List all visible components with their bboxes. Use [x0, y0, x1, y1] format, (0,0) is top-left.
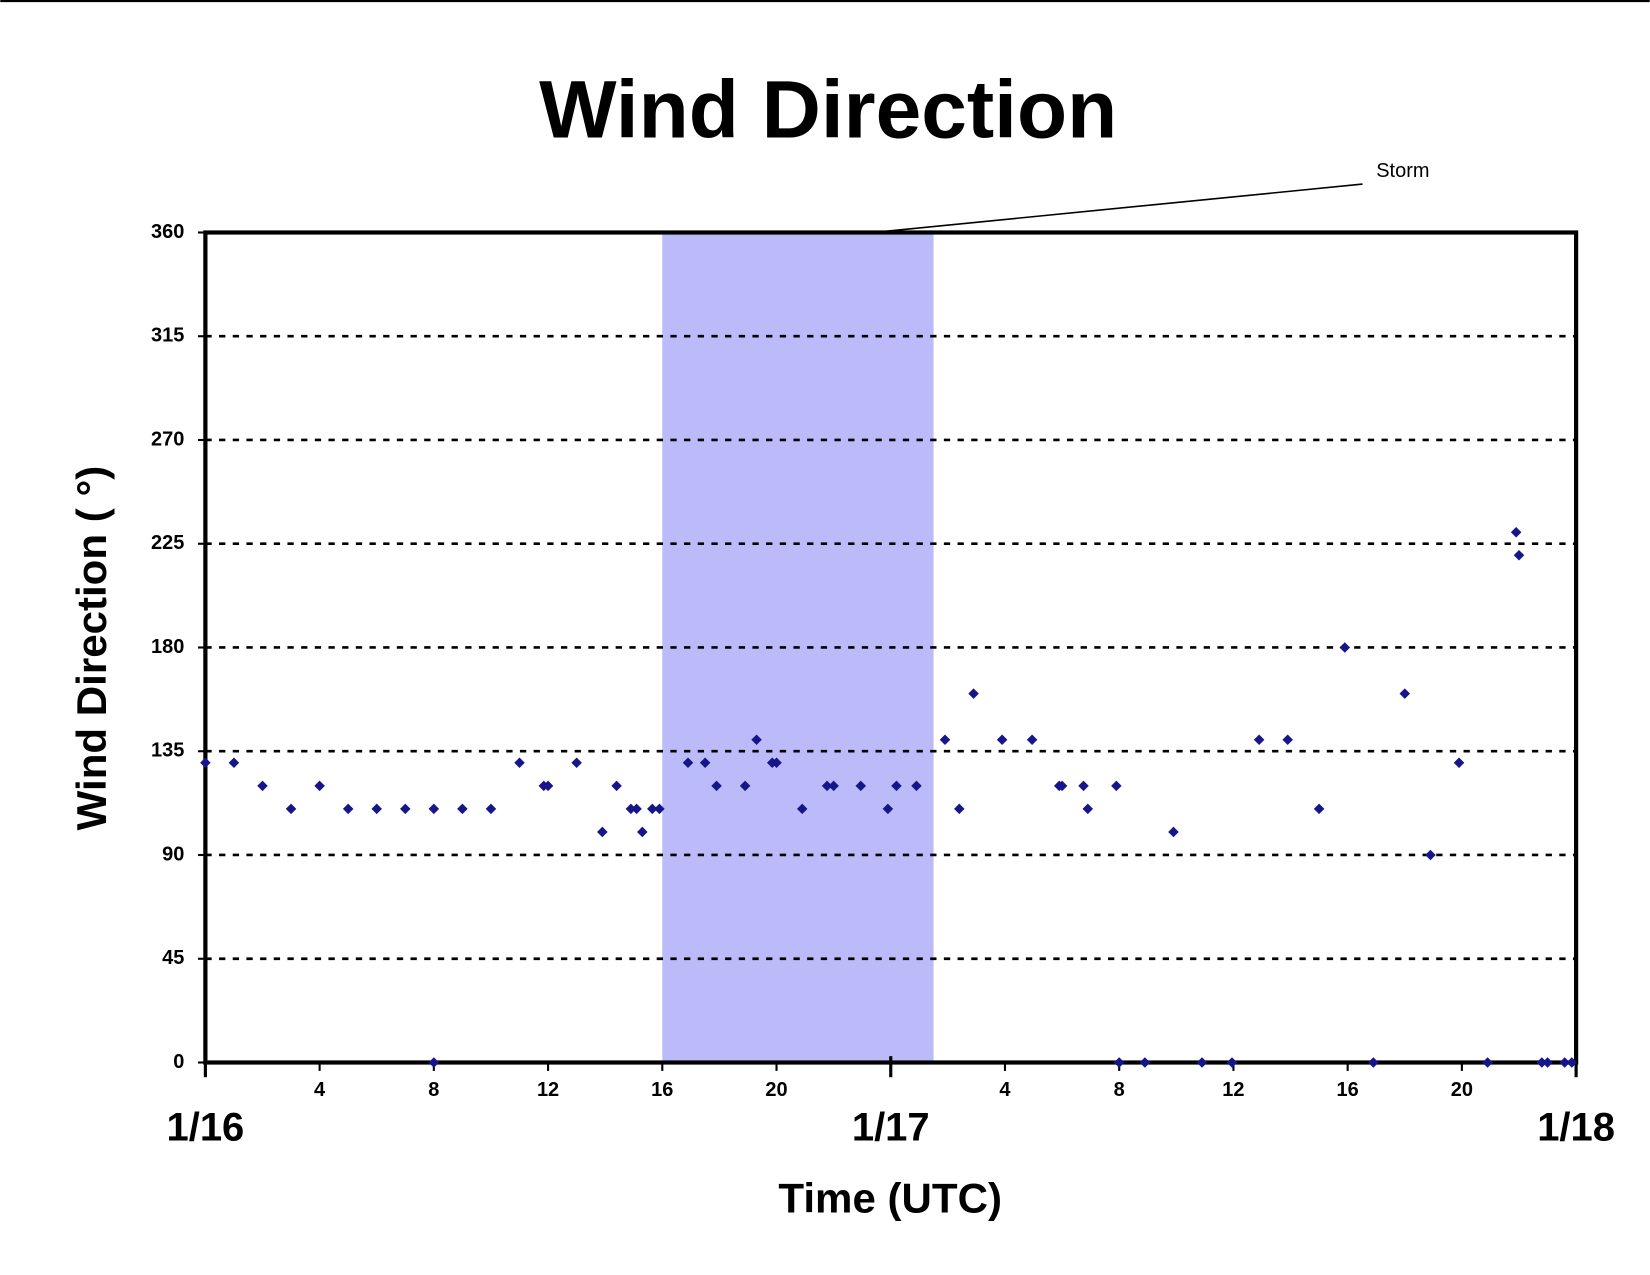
x-tick-label: 20 — [765, 1079, 787, 1101]
data-point — [597, 826, 608, 838]
x-tick-label: 20 — [1451, 1079, 1473, 1101]
data-point — [631, 803, 642, 815]
data-point — [911, 780, 922, 792]
data-point — [1559, 1057, 1570, 1068]
data-point — [400, 803, 411, 815]
chart-title: Wind Direction — [539, 64, 1117, 155]
data-point — [571, 757, 582, 769]
y-tick-label: 315 — [151, 325, 184, 347]
data-point — [855, 780, 867, 792]
data-point — [1482, 1057, 1493, 1068]
data-point — [882, 803, 894, 815]
data-point — [1399, 688, 1411, 699]
data-point — [1113, 1057, 1125, 1068]
data-point — [1513, 550, 1525, 561]
y-tick-label: 360 — [151, 221, 184, 243]
data-point — [1056, 780, 1068, 792]
data-point — [751, 734, 762, 745]
x-tick-label: 16 — [1337, 1079, 1359, 1101]
annotation-leader — [883, 183, 1363, 233]
x-date-label: 1/18 — [1537, 1105, 1615, 1149]
x-tick-label: 4 — [314, 1079, 325, 1101]
x-tick-label: 8 — [428, 1079, 439, 1101]
y-tick-label: 135 — [151, 740, 184, 762]
data-point — [1111, 780, 1122, 792]
data-point — [828, 780, 839, 792]
data-point — [1282, 734, 1293, 745]
data-point — [1425, 849, 1436, 861]
x-date-label: 1/17 — [852, 1105, 930, 1149]
data-point — [996, 734, 1008, 745]
data-point — [1196, 1057, 1208, 1068]
y-tick-label: 45 — [162, 947, 184, 969]
data-point — [542, 780, 554, 792]
x-tick-label: 4 — [999, 1079, 1010, 1101]
data-point — [968, 688, 979, 699]
y-tick-label: 0 — [173, 1051, 184, 1073]
data-point — [771, 757, 782, 769]
data-point — [711, 780, 722, 792]
data-point — [1339, 642, 1351, 653]
data-point — [342, 803, 354, 815]
y-axis-label: Wind Direction ( °) — [68, 466, 115, 831]
data-point — [514, 757, 525, 769]
data-point — [1078, 780, 1089, 792]
data-point — [954, 803, 965, 815]
data-point — [1226, 1057, 1238, 1068]
y-tick-label: 180 — [151, 636, 184, 658]
data-point — [647, 803, 658, 815]
x-date-label: 1/16 — [166, 1105, 244, 1149]
data-point — [611, 780, 622, 792]
data-point — [796, 803, 808, 815]
data-point — [1566, 1057, 1578, 1068]
data-point — [428, 1057, 440, 1068]
data-point — [1082, 803, 1094, 815]
y-tick-label: 225 — [151, 532, 184, 554]
data-point — [1139, 1057, 1151, 1068]
data-point — [200, 757, 211, 769]
data-point — [257, 780, 268, 792]
data-point — [939, 734, 951, 745]
data-point — [457, 803, 468, 815]
data-point — [1026, 734, 1038, 745]
data-point — [1536, 1057, 1548, 1068]
data-point — [371, 803, 382, 815]
data-point — [1313, 803, 1325, 815]
data-point — [699, 757, 711, 769]
data-point — [314, 780, 325, 792]
data-point — [485, 803, 497, 815]
x-tick-label: 8 — [1114, 1079, 1125, 1101]
data-point — [1542, 1057, 1553, 1068]
y-tick-label: 270 — [151, 428, 184, 450]
data-point — [1453, 757, 1465, 769]
x-tick-label: 16 — [651, 1079, 673, 1101]
data-point — [739, 780, 751, 792]
annotation: Storm — [1376, 160, 1429, 182]
data-point — [228, 757, 240, 769]
x-tick-label: 12 — [1222, 1079, 1244, 1101]
data-point — [637, 826, 648, 838]
data-point — [1510, 526, 1522, 538]
y-tick-label: 90 — [162, 843, 184, 865]
data-point — [285, 803, 297, 815]
x-axis-label: Time (UTC) — [778, 1174, 1002, 1221]
data-point — [682, 757, 694, 769]
data-point — [891, 780, 902, 792]
data-point — [428, 803, 440, 815]
data-point — [1168, 826, 1179, 838]
data-point — [1253, 734, 1265, 745]
data-point — [1368, 1057, 1379, 1068]
x-tick-label: 12 — [537, 1079, 559, 1101]
